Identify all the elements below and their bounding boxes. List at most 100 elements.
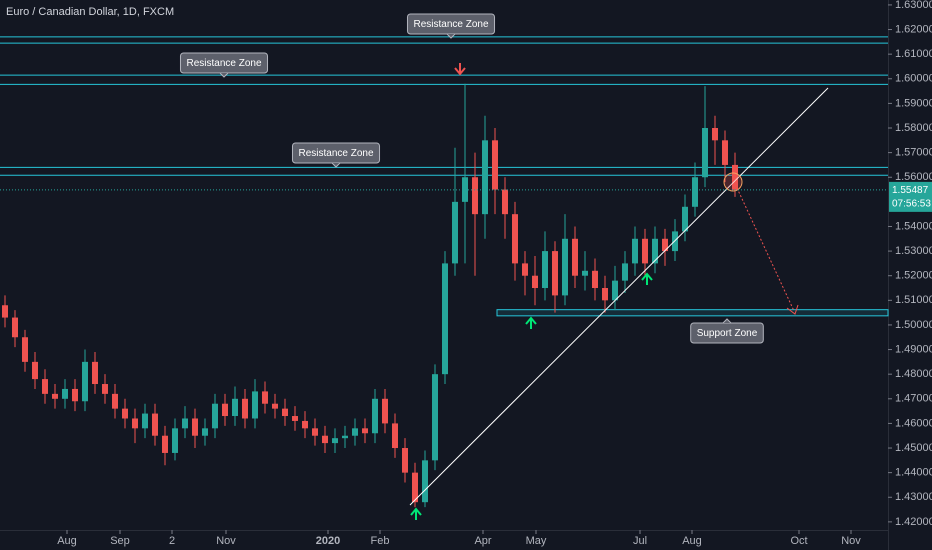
candle-body — [382, 398, 388, 424]
y-tick-label: 1.42000 — [895, 516, 932, 528]
candle-body — [22, 337, 28, 362]
candle-body — [12, 317, 18, 338]
callout-pointer — [331, 162, 341, 168]
candle-body — [452, 201, 458, 264]
countdown-label: 07:56:53 — [892, 199, 931, 210]
trendline — [409, 87, 829, 506]
candle-body — [2, 305, 8, 318]
x-tick-label: May — [526, 535, 547, 547]
candle-body — [262, 391, 268, 404]
candle-body — [432, 374, 438, 461]
y-tick-label: 1.57000 — [895, 147, 932, 159]
candle-body — [602, 288, 608, 301]
y-tick-label: 1.63000 — [895, 0, 932, 11]
x-tick-label: 2 — [169, 535, 175, 547]
y-tick-label: 1.59000 — [895, 97, 932, 109]
x-tick-label: Nov — [216, 535, 236, 547]
y-tick-label: 1.45000 — [895, 442, 932, 454]
up-arrow — [410, 507, 422, 520]
candle-body — [402, 448, 408, 473]
y-tick-label: 1.61000 — [895, 48, 932, 60]
candle-body — [662, 238, 668, 252]
candle-body — [72, 388, 78, 402]
x-tick-label: Oct — [790, 535, 807, 547]
candle-body — [422, 460, 428, 503]
support-zone — [496, 309, 889, 317]
candle-body — [342, 435, 348, 439]
x-tick-label: Jul — [633, 535, 647, 547]
candle-body — [252, 391, 258, 419]
candle-body — [512, 214, 518, 264]
candle-body — [362, 428, 368, 434]
candle-body — [132, 418, 138, 429]
up-arrow — [641, 272, 653, 285]
y-tick-label: 1.49000 — [895, 343, 932, 355]
candle-body — [492, 140, 498, 190]
y-tick-label: 1.54000 — [895, 220, 932, 232]
candle-body — [692, 177, 698, 207]
candle-body — [532, 275, 538, 289]
candle-body — [52, 393, 58, 399]
callout: Resistance Zone — [406, 13, 496, 39]
candle-body — [542, 251, 548, 289]
y-tick-label: 1.58000 — [895, 122, 932, 134]
candle-body — [552, 251, 558, 296]
y-tick-label: 1.50000 — [895, 319, 932, 331]
candle-body — [222, 403, 228, 417]
candle-body — [292, 416, 298, 421]
candle-body — [712, 128, 718, 141]
chart-title: Euro / Canadian Dollar, 1D, FXCM — [6, 6, 174, 18]
x-tick-label: 2020 — [316, 535, 340, 547]
last-price-label: 1.55487 — [892, 185, 929, 196]
callout-label: Resistance Zone — [298, 148, 373, 159]
candle-body — [122, 408, 128, 419]
candle-body — [352, 428, 358, 436]
candle-body — [302, 420, 308, 429]
candle-body — [522, 263, 528, 276]
candle-body — [612, 280, 618, 301]
up-arrow — [525, 316, 537, 329]
callout-label: Resistance Zone — [413, 19, 488, 30]
callout-pointer — [446, 33, 456, 39]
candle-body — [392, 423, 398, 449]
candle-body — [82, 361, 88, 402]
breakout-circle — [723, 172, 743, 192]
x-tick-label: Aug — [57, 535, 77, 547]
candle-body — [722, 140, 728, 165]
candle-body — [62, 388, 68, 399]
candle-body — [102, 384, 108, 394]
candle-body — [152, 413, 158, 436]
candle-body — [442, 263, 448, 375]
callout: Support Zone — [690, 318, 764, 344]
candle-body — [472, 177, 478, 215]
candle-body — [312, 428, 318, 436]
projection-line — [736, 187, 795, 312]
y-tick-label: 1.60000 — [895, 73, 932, 85]
callout: Resistance Zone — [179, 52, 269, 78]
candle-body — [112, 393, 118, 409]
x-tick-label: Aug — [682, 535, 702, 547]
candle-body — [622, 263, 628, 281]
y-tick-label: 1.62000 — [895, 23, 932, 35]
projection-arrowhead — [786, 304, 799, 315]
candle-body — [372, 398, 378, 434]
candle-body — [582, 270, 588, 276]
candle-body — [172, 428, 178, 453]
x-tick-label: Apr — [474, 535, 491, 547]
candle-body — [702, 128, 708, 178]
y-tick-label: 1.56000 — [895, 171, 932, 183]
callout: Resistance Zone — [291, 142, 381, 168]
candle-body — [182, 418, 188, 429]
callout-label: Resistance Zone — [186, 58, 261, 69]
y-tick-label: 1.44000 — [895, 467, 932, 479]
y-tick-label: 1.47000 — [895, 393, 932, 405]
candle-body — [282, 408, 288, 417]
y-tick-label: 1.43000 — [895, 491, 932, 503]
candle-body — [732, 164, 738, 190]
y-tick-label: 1.52000 — [895, 270, 932, 282]
candle-body — [562, 238, 568, 296]
candle-body — [482, 140, 488, 215]
candle-body — [682, 206, 688, 232]
candle-body — [502, 189, 508, 215]
